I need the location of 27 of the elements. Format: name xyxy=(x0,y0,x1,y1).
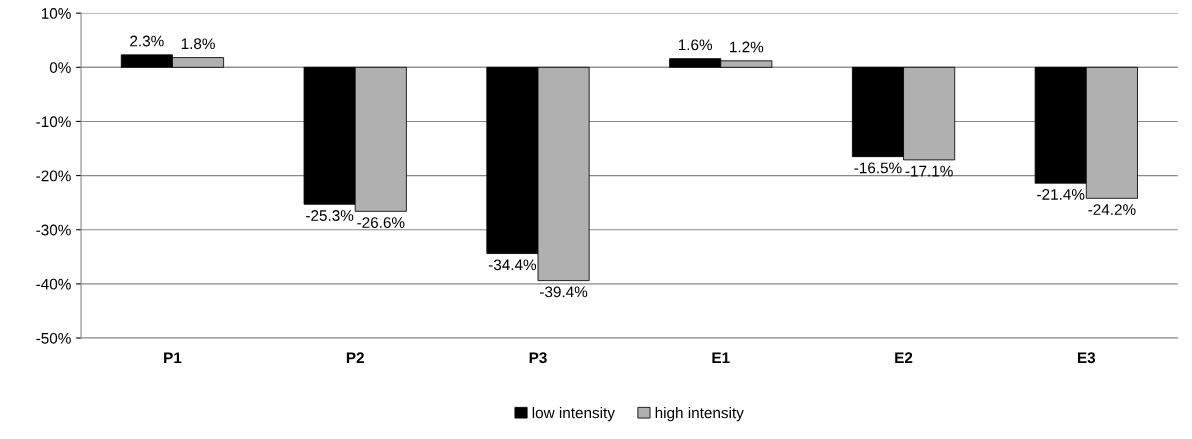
data-label: -26.6% xyxy=(357,217,405,228)
data-label: 1.2% xyxy=(730,41,764,53)
data-label: -25.3% xyxy=(306,210,354,221)
data-label: -24.2% xyxy=(1088,204,1136,215)
x-tick-label: E2 xyxy=(895,352,913,363)
data-label: -16.5% xyxy=(854,162,902,174)
y-tick-label: -20% xyxy=(36,170,71,182)
x-tick-label: P1 xyxy=(164,352,182,363)
data-label: 1.6% xyxy=(678,39,713,51)
y-tick-label: -10% xyxy=(36,116,71,128)
x-tick-label: E1 xyxy=(712,352,730,363)
data-label: 2.3% xyxy=(130,35,164,47)
data-label: -17.1% xyxy=(905,165,953,177)
legend-label: low intensity xyxy=(532,407,615,422)
data-label: 1.8% xyxy=(181,38,215,50)
data-label: -21.4% xyxy=(1037,189,1085,200)
x-tick-label: P3 xyxy=(529,352,547,364)
y-tick-label: -40% xyxy=(36,278,71,290)
y-tick-label: -30% xyxy=(36,224,71,236)
y-tick-label: -50% xyxy=(36,332,71,344)
x-tick-label: P2 xyxy=(346,352,364,363)
legend-label: high intensity xyxy=(655,407,744,422)
y-tick-label: 0% xyxy=(49,62,71,73)
x-tick-label: E3 xyxy=(1077,352,1096,364)
data-label: -39.4% xyxy=(540,286,588,298)
data-label: -34.4% xyxy=(488,259,537,271)
y-tick-label: 10% xyxy=(41,8,71,19)
